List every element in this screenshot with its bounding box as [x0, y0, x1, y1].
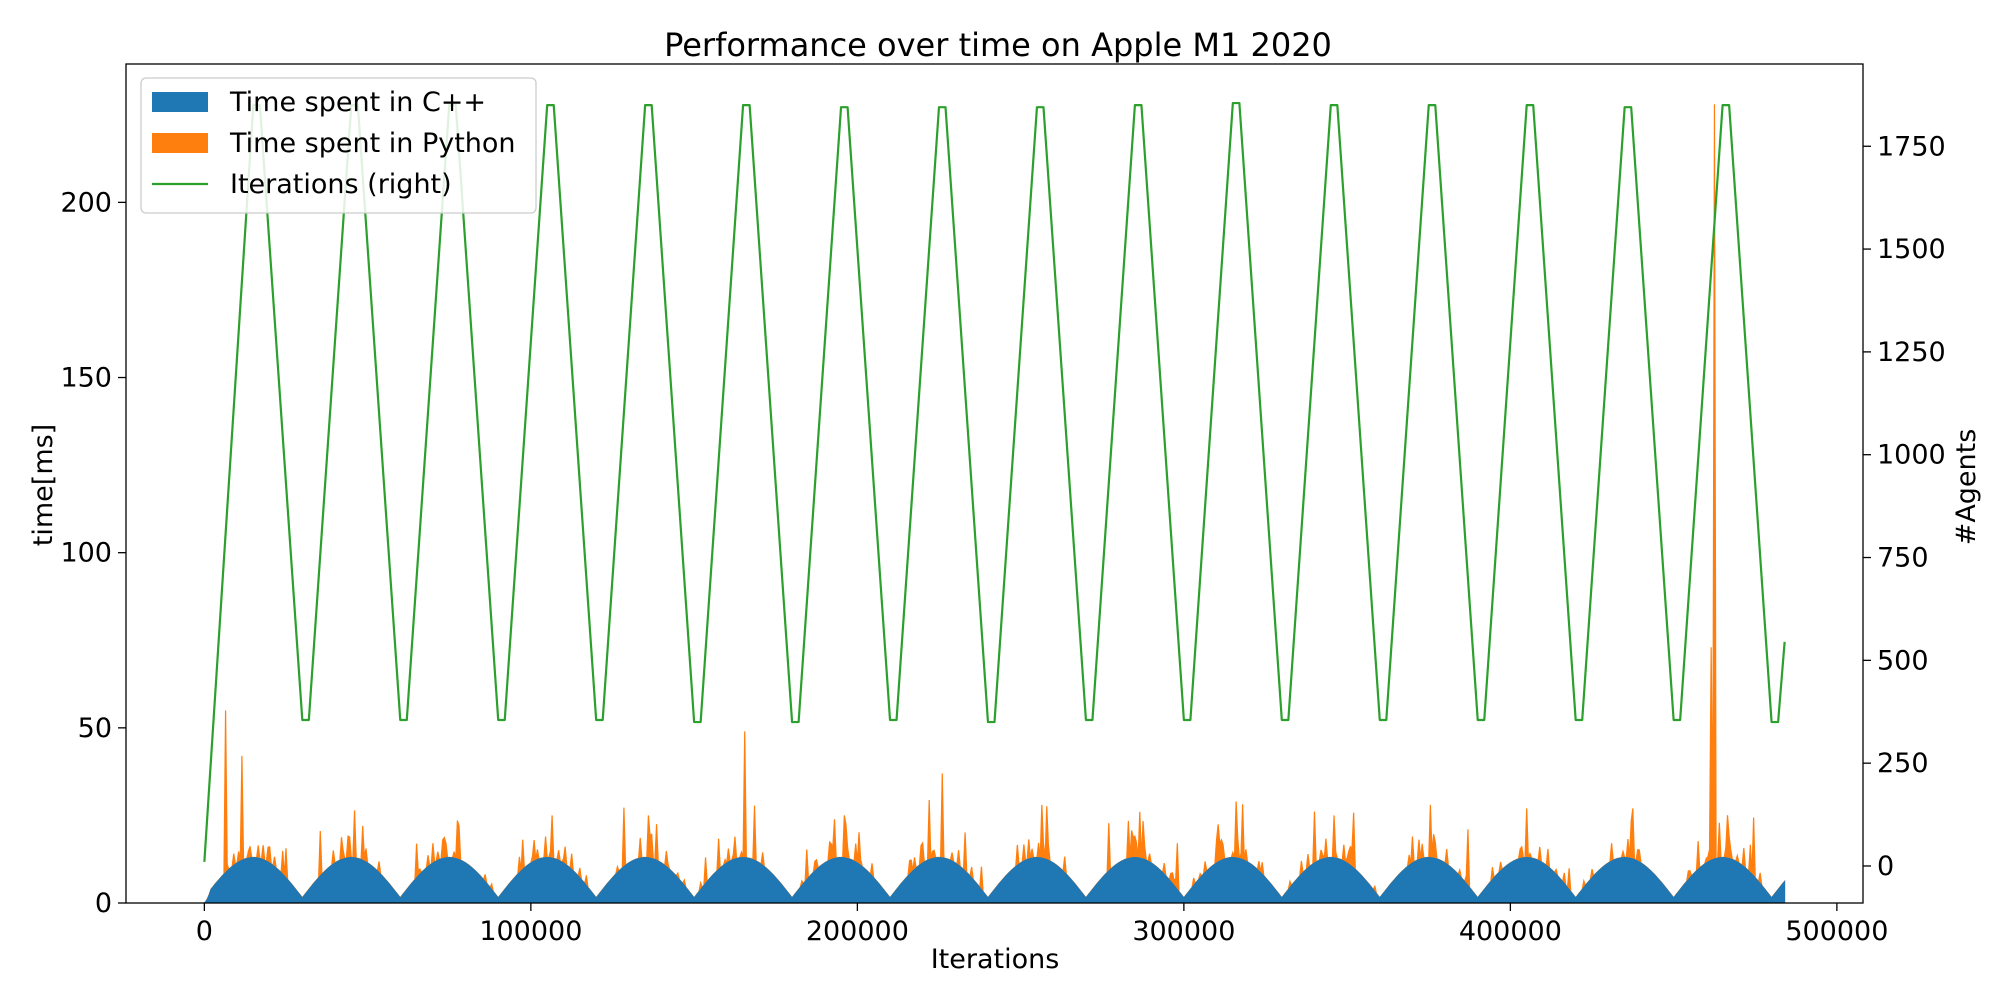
y-axis-right-label: #Agents	[1951, 429, 1982, 546]
plot-area	[125, 63, 1864, 904]
x-tick-label: 400000	[1459, 916, 1562, 947]
plot-frame	[125, 63, 1864, 904]
series-cpp-area	[203, 857, 1786, 903]
y-right-tick-label: 1250	[1877, 337, 1946, 368]
legend-label-python: Time spent in Python	[229, 128, 516, 159]
legend-swatch-cpp	[152, 92, 208, 112]
y-left-tick-label: 50	[78, 713, 112, 744]
chart-title: Performance over time on Apple M1 2020	[664, 26, 1332, 64]
y-right-tick-label: 500	[1877, 645, 1929, 676]
legend-box	[140, 77, 537, 214]
y-left-tick-label: 200	[60, 187, 112, 218]
legend: Time spent in C++ Time spent in Python I…	[140, 77, 537, 214]
y-left-tick-label: 150	[60, 363, 112, 394]
x-tick-label: 0	[196, 916, 213, 947]
legend-label-iterations: Iterations (right)	[230, 169, 452, 200]
legend-swatch-python	[152, 133, 208, 153]
y-left-tick-label: 100	[60, 538, 112, 569]
series-iterations-line	[203, 101, 1786, 862]
y-right-tick-label: 1750	[1877, 131, 1946, 162]
x-tick-label: 100000	[479, 916, 582, 947]
y-axis-right: 0 250 500 750 1000 1250 1500 1750	[1863, 131, 1946, 882]
y-axis-left: 0 50 100 150 200	[60, 187, 126, 919]
y-right-tick-label: 1500	[1877, 234, 1946, 265]
y-right-tick-label: 1000	[1877, 440, 1946, 471]
y-right-tick-label: 250	[1877, 748, 1929, 779]
x-tick-label: 500000	[1785, 916, 1888, 947]
y-axis-left-label: time[ms]	[28, 424, 59, 546]
y-left-tick-label: 0	[95, 888, 112, 919]
x-tick-label: 300000	[1132, 916, 1235, 947]
legend-label-cpp: Time spent in C++	[229, 87, 486, 118]
x-tick-label: 200000	[806, 916, 909, 947]
y-right-tick-label: 750	[1877, 543, 1929, 574]
x-axis-label: Iterations	[931, 944, 1060, 975]
x-axis: 0 100000 200000 300000 400000 500000	[196, 903, 1888, 947]
y-right-tick-label: 0	[1877, 851, 1894, 882]
